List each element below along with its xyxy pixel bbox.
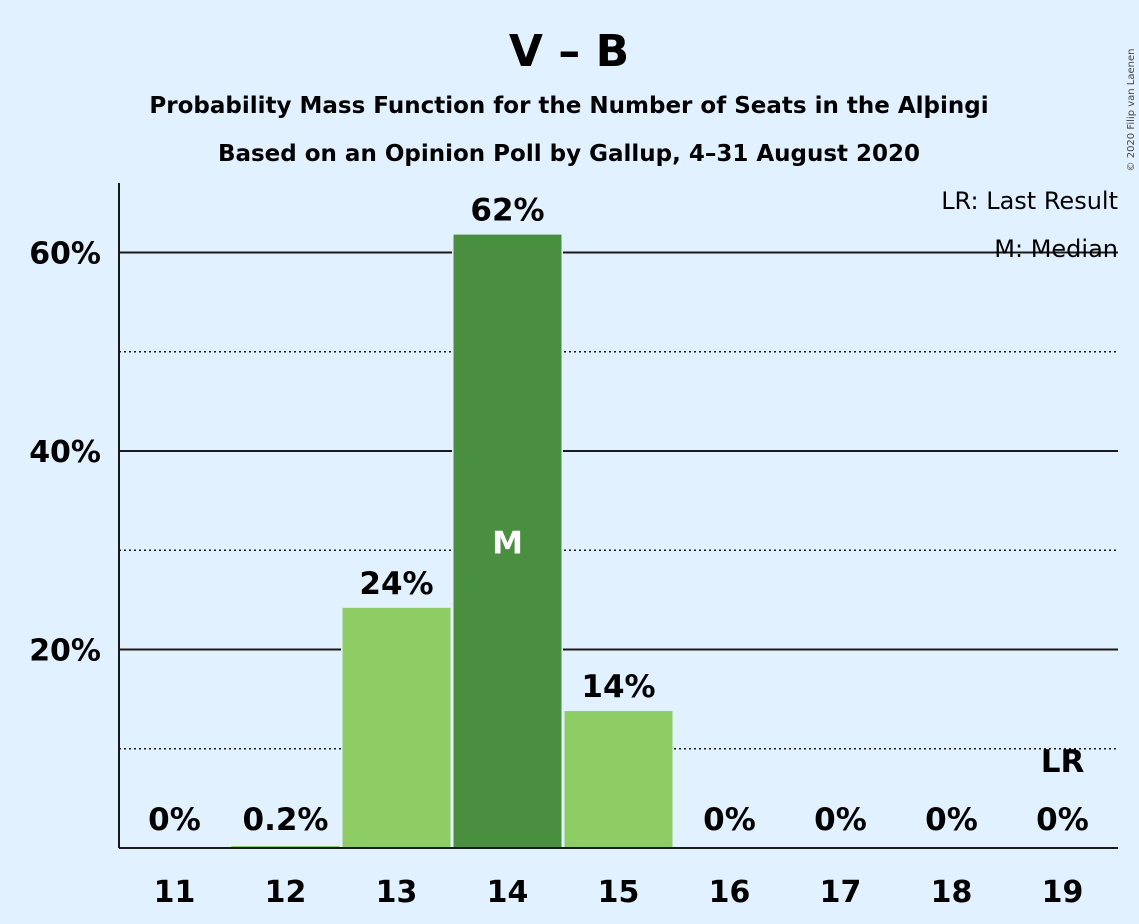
legend-median: M: Median [994, 235, 1118, 263]
y-tick-label: 20% [29, 633, 101, 668]
bar-14 [453, 234, 562, 848]
bar-13 [342, 607, 451, 848]
last-result-marker: LR [1041, 744, 1085, 780]
x-tick-label-19: 19 [1042, 875, 1084, 910]
axes [118, 183, 1118, 849]
median-marker: M [492, 525, 523, 561]
x-tick-label-16: 16 [709, 875, 751, 910]
x-tick-label-12: 12 [265, 875, 307, 910]
value-label-12: 0.2% [243, 802, 329, 838]
x-tick-label-13: 13 [376, 875, 418, 910]
x-tick-label-11: 11 [154, 875, 196, 910]
value-label-16: 0% [703, 802, 756, 838]
gridlines: 20% 40% 60% [29, 236, 1118, 750]
chart-subtitle-1: Probability Mass Function for the Number… [149, 93, 988, 119]
x-tick-label-18: 18 [931, 875, 973, 910]
bars: 0% 11 0.2% 12 24% 13 62% M 14 14% 15 0% 16 0% 17 0% 18 0%… [148, 193, 1089, 910]
value-label-14: 62% [470, 193, 544, 229]
value-label-13: 24% [359, 566, 433, 602]
value-label-19: 0% [1036, 802, 1089, 838]
legend-last-result: LR: Last Result [941, 187, 1118, 215]
x-tick-label-14: 14 [487, 875, 529, 910]
chart-subtitle-2: Based on an Opinion Poll by Gallup, 4–31… [218, 141, 920, 167]
value-label-18: 0% [925, 802, 978, 838]
copyright-notice: © 2020 Filip van Laenen [1126, 49, 1137, 172]
value-label-15: 14% [581, 669, 655, 705]
value-label-17: 0% [814, 802, 867, 838]
bar-15 [564, 711, 673, 848]
x-tick-label-17: 17 [820, 875, 862, 910]
chart-title: V – B [509, 26, 629, 77]
value-label-11: 0% [148, 802, 201, 838]
x-tick-label-15: 15 [598, 875, 640, 910]
y-tick-label: 60% [29, 236, 101, 271]
y-tick-label: 40% [29, 435, 101, 470]
